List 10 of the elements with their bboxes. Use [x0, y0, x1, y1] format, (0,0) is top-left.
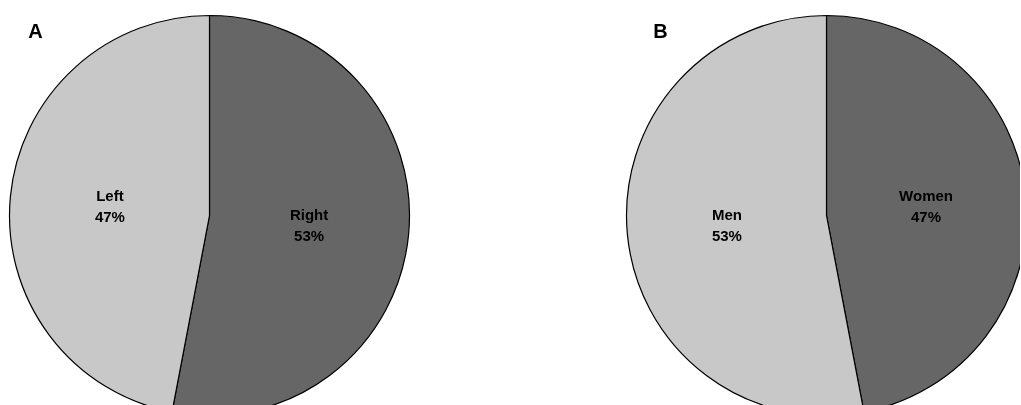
data-label: 53% [711, 227, 742, 245]
chart-title: A [28, 19, 43, 42]
data-label: 47% [911, 208, 942, 226]
data-label: 53% [294, 227, 325, 245]
slice-label: Right [289, 205, 329, 223]
slice-label: Women [899, 186, 954, 204]
data-label: 47% [94, 208, 125, 226]
slice-label: Left [96, 186, 124, 204]
slice-label: Men [711, 205, 742, 223]
chart-title: B [653, 19, 668, 42]
